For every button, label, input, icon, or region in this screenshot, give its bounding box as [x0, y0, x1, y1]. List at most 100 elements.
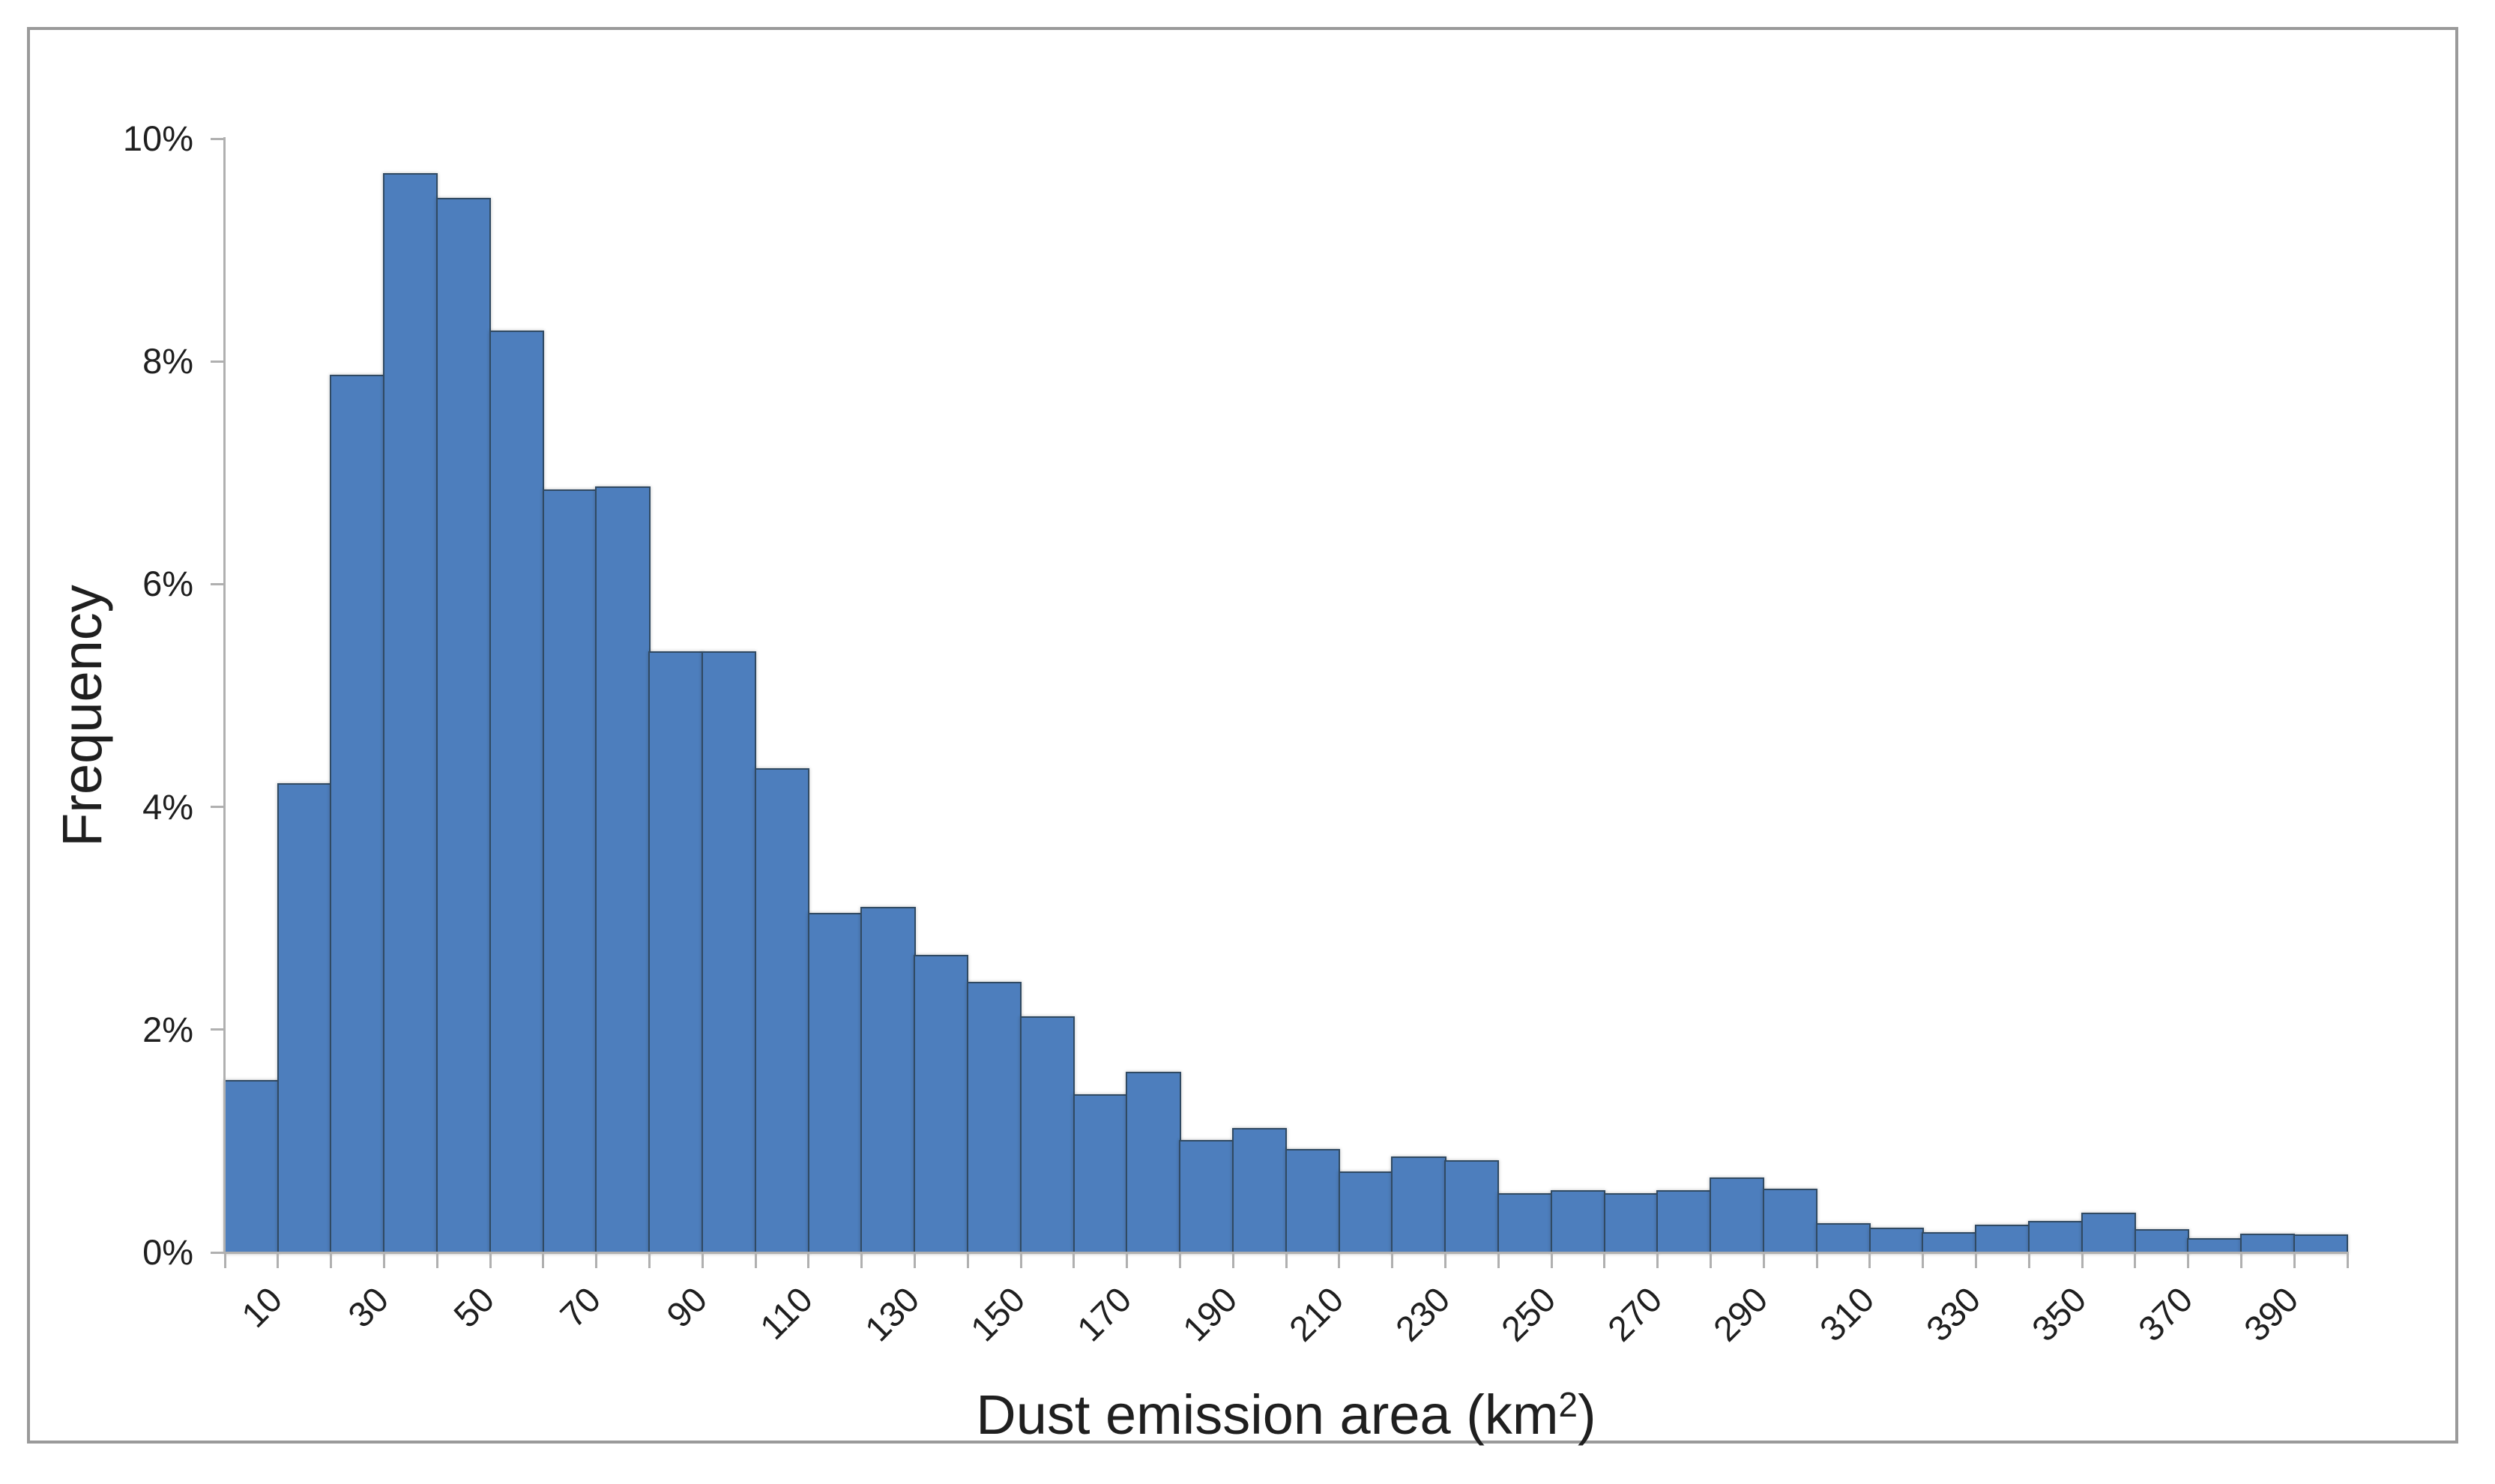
x-tick-1: [277, 1252, 280, 1268]
histogram-bar-270: [1603, 1193, 1659, 1254]
histogram-bar-160: [1019, 1016, 1075, 1254]
histogram-bar-210: [1285, 1148, 1341, 1254]
histogram-bar-240: [1444, 1159, 1500, 1254]
histogram-bar-180: [1126, 1072, 1181, 1254]
histogram-bar-50: [435, 197, 492, 1254]
x-axis-line: [223, 1252, 2349, 1254]
x-tick-37: [2187, 1252, 2190, 1268]
histogram-bar-320: [1868, 1228, 1924, 1254]
y-axis-line: [223, 137, 226, 1254]
x-tick-4: [435, 1252, 438, 1268]
x-tick-33: [1974, 1252, 1977, 1268]
y-tick-label-0%: 0%: [142, 1232, 193, 1272]
x-tick-12: [860, 1252, 863, 1268]
x-tick-27: [1656, 1252, 1659, 1268]
histogram-bar-140: [914, 955, 969, 1254]
histogram-bar-60: [489, 330, 545, 1254]
x-axis-title: Dust emission area (km2): [687, 1370, 1886, 1450]
x-tick-28: [1709, 1252, 1712, 1268]
histogram-bar-340: [1975, 1224, 2030, 1254]
y-tick-8%: [211, 360, 225, 363]
x-tick-11: [807, 1252, 810, 1268]
x-tick-40: [2346, 1252, 2349, 1268]
histogram-bar-310: [1815, 1223, 1871, 1254]
y-tick-label-4%: 4%: [142, 786, 193, 827]
x-tick-31: [1868, 1252, 1871, 1268]
histogram-bar-200: [1231, 1127, 1288, 1254]
x-tick-38: [2239, 1252, 2242, 1268]
histogram-bar-330: [1922, 1232, 1977, 1254]
x-tick-39: [2293, 1252, 2296, 1268]
x-tick-2: [330, 1252, 333, 1268]
x-tick-19: [1231, 1252, 1234, 1268]
histogram-bar-370: [2134, 1228, 2189, 1254]
y-tick-label-2%: 2%: [142, 1009, 193, 1049]
histogram-bar-280: [1656, 1189, 1712, 1254]
x-tick-8: [648, 1252, 651, 1268]
x-tick-23: [1443, 1252, 1446, 1268]
histogram-bar-250: [1497, 1193, 1553, 1254]
x-tick-34: [2027, 1252, 2030, 1268]
histogram-bar-170: [1072, 1094, 1128, 1254]
histogram-bar-290: [1710, 1177, 1765, 1254]
histogram-bar-120: [807, 912, 863, 1254]
x-tick-30: [1815, 1252, 1818, 1268]
x-tick-21: [1338, 1252, 1341, 1268]
histogram-bar-100: [701, 651, 757, 1254]
histogram-bar-260: [1550, 1189, 1606, 1254]
y-tick-2%: [211, 1028, 225, 1031]
x-tick-7: [595, 1252, 598, 1268]
x-tick-15: [1019, 1252, 1022, 1268]
histogram-bar-40: [383, 173, 438, 1254]
y-tick-0%: [211, 1251, 225, 1254]
histogram-bar-30: [330, 375, 385, 1254]
histogram-bar-390: [2240, 1233, 2296, 1254]
x-tick-25: [1550, 1252, 1553, 1268]
x-axis-title-superscript: 2: [1558, 1385, 1578, 1424]
x-tick-9: [701, 1252, 704, 1268]
x-tick-10: [754, 1252, 757, 1268]
y-tick-label-10%: 10%: [122, 118, 193, 158]
histogram-bar-70: [542, 489, 597, 1254]
x-tick-14: [966, 1252, 969, 1268]
y-tick-6%: [211, 582, 225, 585]
x-tick-6: [542, 1252, 545, 1268]
x-axis-title-text: Dust emission area (km: [976, 1383, 1559, 1446]
x-tick-32: [1922, 1252, 1925, 1268]
y-tick-10%: [211, 137, 225, 140]
y-tick-label-8%: 8%: [142, 341, 193, 381]
x-tick-22: [1391, 1252, 1394, 1268]
x-tick-35: [2081, 1252, 2084, 1268]
histogram-bar-300: [1762, 1189, 1818, 1254]
histogram-bar-220: [1338, 1171, 1393, 1254]
histogram-bar-350: [2027, 1221, 2084, 1254]
histogram-bar-360: [2081, 1212, 2137, 1254]
x-tick-26: [1603, 1252, 1606, 1268]
histogram-bar-190: [1179, 1139, 1234, 1254]
histogram-bar-150: [966, 981, 1022, 1254]
histogram-bar-90: [648, 651, 704, 1254]
x-tick-29: [1762, 1252, 1765, 1268]
x-tick-17: [1126, 1252, 1129, 1268]
x-tick-18: [1178, 1252, 1181, 1268]
histogram-bar-20: [277, 783, 332, 1254]
x-tick-24: [1497, 1252, 1500, 1268]
y-tick-label-6%: 6%: [142, 564, 193, 604]
x-tick-16: [1072, 1252, 1075, 1268]
x-tick-5: [489, 1252, 492, 1268]
x-tick-20: [1285, 1252, 1288, 1268]
x-axis-title-suffix: ): [1578, 1383, 1596, 1446]
histogram-bar-10: [223, 1079, 280, 1254]
x-tick-36: [2134, 1252, 2137, 1268]
histogram-bar-80: [595, 486, 651, 1254]
x-tick-13: [913, 1252, 916, 1268]
x-tick-3: [382, 1252, 385, 1268]
histogram-bar-400: [2293, 1234, 2349, 1254]
histogram-bar-230: [1391, 1156, 1446, 1254]
y-axis-title: Frequency: [51, 585, 113, 847]
histogram-bar-110: [754, 767, 810, 1254]
histogram-bar-130: [860, 907, 916, 1254]
x-tick-0: [223, 1252, 226, 1268]
y-tick-4%: [211, 806, 225, 809]
